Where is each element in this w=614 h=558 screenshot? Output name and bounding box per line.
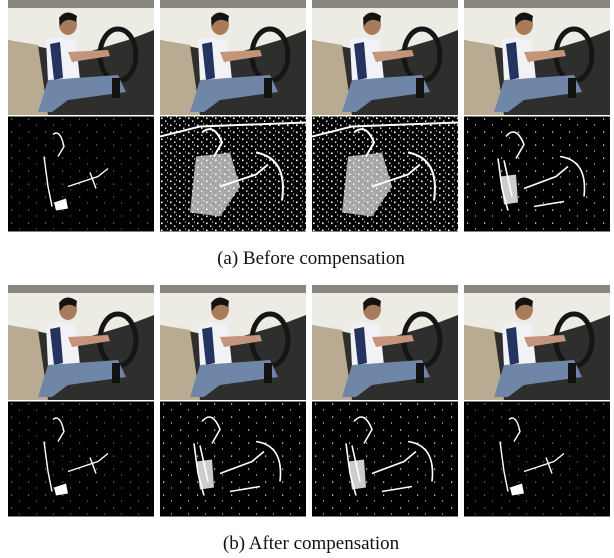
frame	[8, 0, 154, 115]
motion-mask	[312, 402, 458, 517]
motion-mask	[8, 402, 154, 517]
frame	[8, 285, 154, 400]
frame	[312, 0, 458, 115]
frame	[464, 285, 610, 400]
motion-mask	[464, 402, 610, 517]
motion-mask	[160, 402, 306, 517]
frame	[160, 285, 306, 400]
panel-a: (a) Before compensation	[8, 0, 610, 269]
frame	[464, 0, 610, 115]
frame	[160, 0, 306, 115]
caption: (a) Before compensation	[217, 248, 405, 269]
figure: (a) Before compensation (b) After compen…	[0, 0, 614, 558]
motion-mask	[312, 117, 458, 232]
panel-b: (b) After compensation	[8, 285, 610, 554]
frame	[312, 285, 458, 400]
motion-mask	[160, 117, 306, 232]
page: (a) Before compensation (b) After compen…	[0, 0, 614, 558]
motion-mask	[464, 117, 610, 232]
caption: (b) After compensation	[223, 533, 400, 554]
motion-mask	[8, 117, 154, 232]
